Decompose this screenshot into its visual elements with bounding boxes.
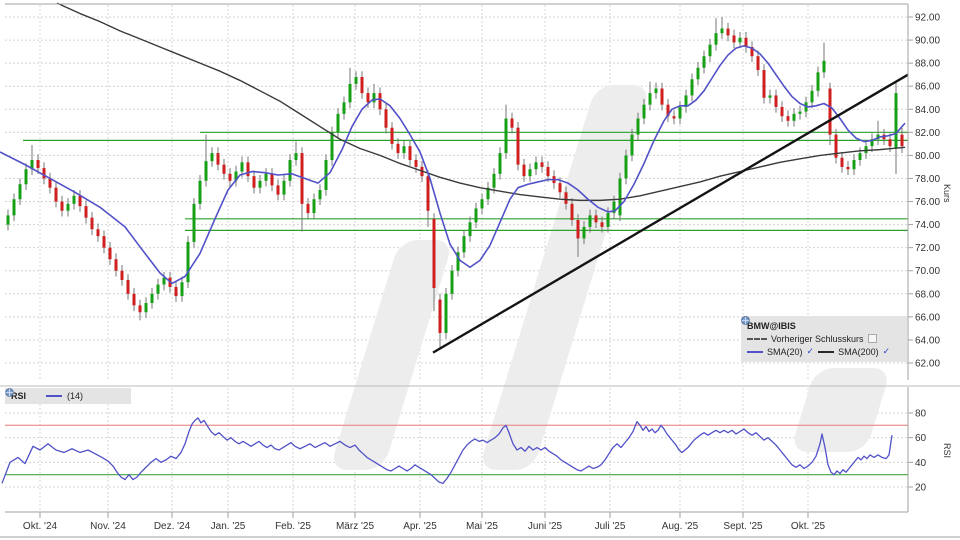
svg-text:Mai '25: Mai '25: [466, 521, 498, 532]
svg-text:90.00: 90.00: [915, 36, 940, 47]
svg-text:92.00: 92.00: [915, 13, 940, 24]
globe-icon[interactable]: [5, 388, 14, 397]
rsi-legend-title: RSI: [11, 391, 27, 401]
rsi-gridlines: [5, 388, 908, 512]
rsi-axis-ticks: 80 60 40 20: [908, 409, 927, 493]
support-resistance-lines: [23, 131, 908, 231]
candlestick-series: [6, 17, 904, 349]
rsi-period-label: (14): [67, 391, 84, 401]
svg-text:40: 40: [915, 458, 927, 469]
legend-instrument-title: BMW@IBIS: [747, 320, 796, 331]
svg-text:80.00: 80.00: [915, 151, 940, 162]
sma200-line: [56, 2, 906, 202]
trendline: [432, 73, 909, 354]
svg-text:Aug. '25: Aug. '25: [662, 521, 699, 532]
sma20-label: SMA(20): [767, 346, 803, 357]
prev-close-label: Vorheriger Schlusskurs: [771, 333, 864, 344]
sma200-check-icon[interactable]: ✓: [882, 346, 891, 356]
svg-text:20: 20: [915, 482, 927, 493]
svg-text:76.00: 76.00: [915, 197, 940, 208]
svg-text:70.00: 70.00: [915, 266, 940, 277]
month-axis-labels: Okt. '24 Nov. '24 Dez. '24 Jan. '25 Feb. '25…: [23, 512, 826, 532]
svg-text:Dez. '24: Dez. '24: [154, 521, 191, 532]
svg-text:68.00: 68.00: [915, 289, 940, 300]
svg-text:84.00: 84.00: [915, 105, 940, 116]
svg-text:60: 60: [915, 433, 927, 444]
chart-legend: BMW@IBIS Vorheriger Schlusskurs SMA(20) …: [741, 316, 907, 362]
svg-text:Juli '25: Juli '25: [595, 521, 626, 532]
svg-text:72.00: 72.00: [915, 243, 940, 254]
watermark-slash: [333, 85, 887, 470]
sma20-line-sample: [747, 350, 763, 353]
svg-text:74.00: 74.00: [915, 220, 940, 231]
svg-text:Okt. '25: Okt. '25: [791, 521, 826, 532]
rsi-axis-label: RSI: [942, 443, 952, 458]
rsi-line: [1, 417, 893, 484]
prev-close-checkbox[interactable]: [867, 334, 877, 343]
svg-text:88.00: 88.00: [915, 59, 940, 70]
svg-text:Feb. '25: Feb. '25: [275, 521, 311, 532]
svg-text:Okt. '24: Okt. '24: [23, 521, 58, 532]
svg-text:Apr. '25: Apr. '25: [403, 521, 437, 532]
svg-text:64.00: 64.00: [915, 335, 940, 346]
svg-text:RSI: RSI: [942, 443, 952, 458]
svg-text:Jan. '25: Jan. '25: [211, 521, 246, 532]
globe-icon[interactable]: [741, 316, 750, 325]
sma200-label: SMA(200): [838, 346, 879, 357]
svg-text:Kurs: Kurs: [942, 184, 952, 203]
sma200-line-sample: [818, 350, 835, 353]
svg-text:Juni '25: Juni '25: [528, 521, 563, 532]
rsi-legend: RSI (14): [5, 388, 131, 404]
svg-text:78.00: 78.00: [915, 174, 940, 185]
price-axis-label: Kurs: [942, 184, 952, 203]
price-axis-ticks: 92.00 90.00 88.00 86.00 84.00 82.00 80.00 78.00…: [908, 13, 940, 369]
svg-text:80: 80: [915, 409, 927, 420]
sma20-line: [0, 45, 906, 285]
sma20-check-icon[interactable]: ✓: [806, 346, 815, 356]
prev-close-line-sample: [747, 337, 767, 340]
svg-text:Sept. '25: Sept. '25: [723, 521, 763, 532]
svg-text:März '25: März '25: [336, 521, 374, 532]
svg-text:66.00: 66.00: [915, 312, 940, 323]
rsi-line-sample: [46, 395, 63, 397]
svg-text:82.00: 82.00: [915, 128, 940, 139]
svg-text:86.00: 86.00: [915, 82, 940, 93]
svg-text:62.00: 62.00: [915, 358, 940, 369]
svg-text:Nov. '24: Nov. '24: [90, 521, 126, 532]
